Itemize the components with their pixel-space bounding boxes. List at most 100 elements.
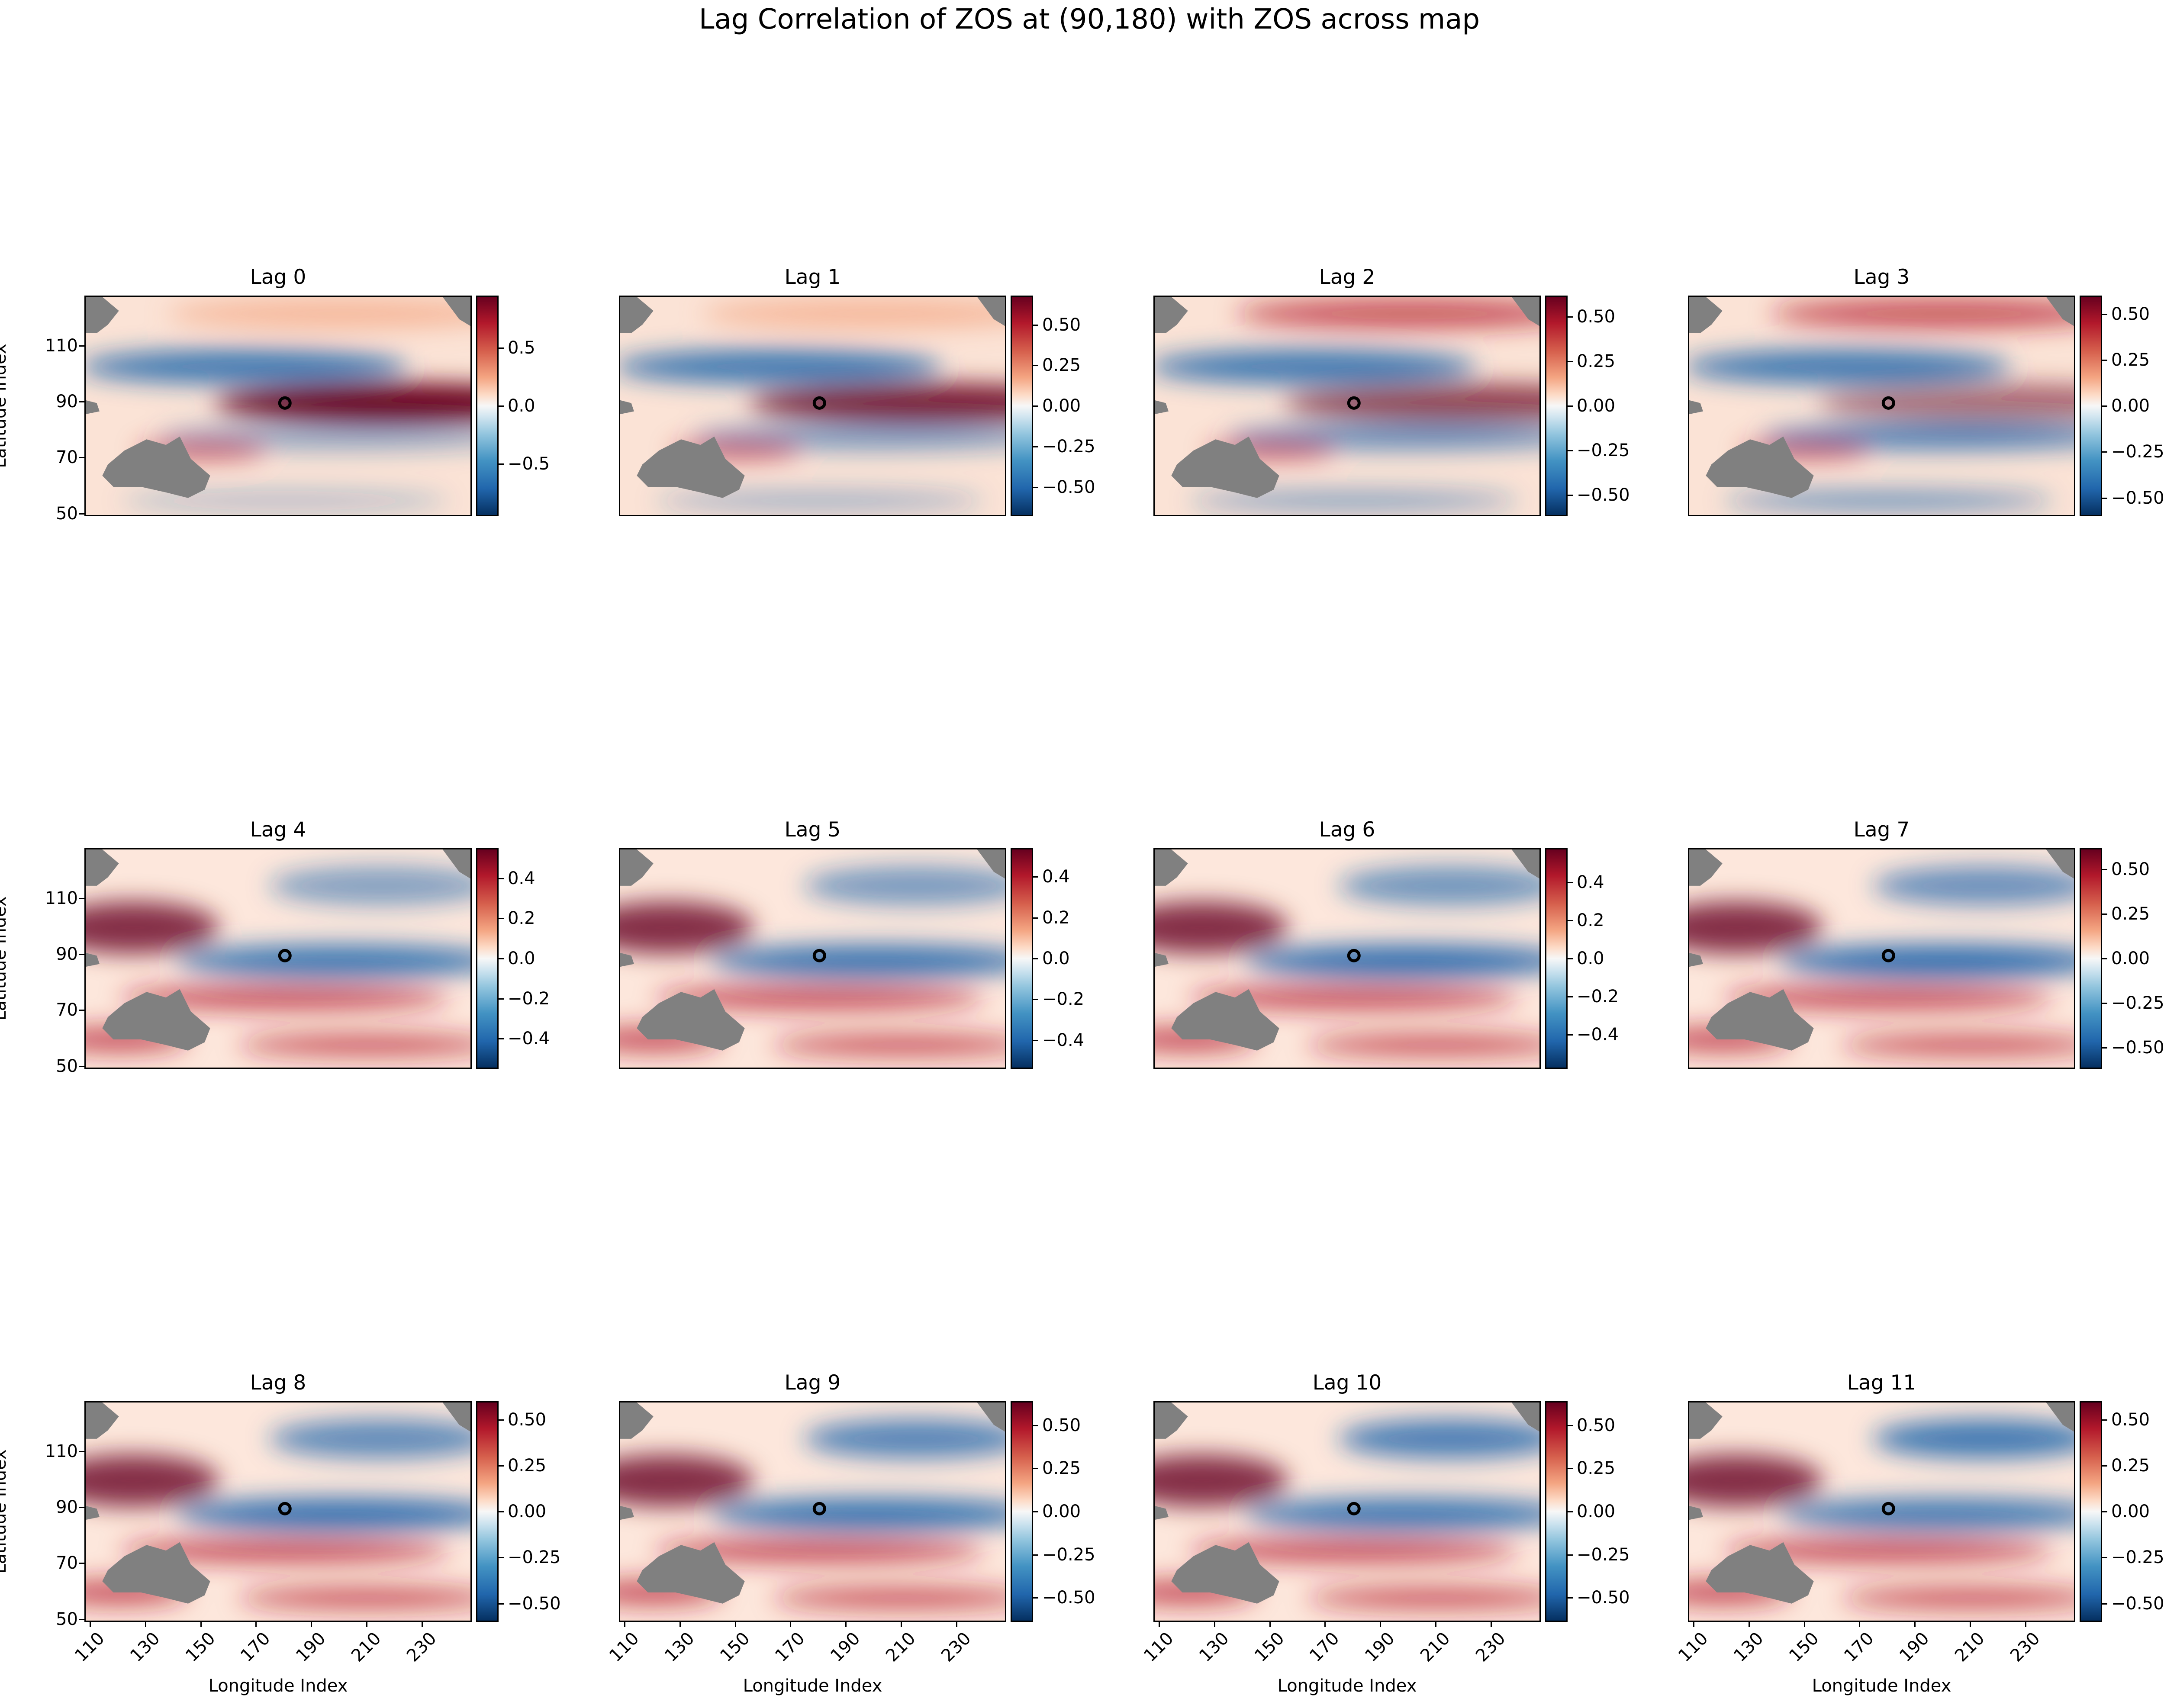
heatmap-field bbox=[1689, 1419, 2074, 1609]
equatorial-positive-tongue bbox=[214, 383, 470, 423]
equatorial-negative-band bbox=[1779, 945, 2074, 978]
colorbar-tick-text: −0.4 bbox=[1577, 1024, 1619, 1045]
colorbar-tick-label: 0.0 bbox=[498, 396, 586, 416]
southern-positive-band bbox=[1307, 1587, 1539, 1609]
islands-land bbox=[86, 952, 100, 967]
north-negative-region bbox=[1873, 1419, 2074, 1458]
map-panel: Lag 4 0.4 0.2 0.0 −0.2 −0.4 110 90 70 50 Latitude … bbox=[0, 818, 621, 1134]
x-tick-mark bbox=[1490, 1622, 1492, 1627]
panel-title: Lag 8 bbox=[250, 1371, 306, 1395]
islands-land bbox=[1689, 400, 1703, 415]
heatmap-svg bbox=[1155, 297, 1539, 515]
colorbar-tick-text: 0.25 bbox=[2111, 1455, 2150, 1476]
colorbar-tick-label: −0.25 bbox=[1567, 1546, 1655, 1563]
colorbar bbox=[476, 848, 499, 1069]
x-tick-label: 130 bbox=[660, 1628, 699, 1666]
south-negative-band bbox=[693, 423, 1005, 450]
america-land bbox=[2046, 297, 2074, 326]
x-tick-label: 170 bbox=[237, 1628, 274, 1666]
west-positive-region bbox=[1155, 901, 1288, 954]
correlation-heatmap bbox=[1153, 1401, 1541, 1622]
heatmap-field bbox=[1689, 298, 2074, 512]
colorbar-tick-text: −0.50 bbox=[1042, 1588, 1095, 1608]
america-land bbox=[442, 849, 470, 879]
colorbar-tick-text: −0.50 bbox=[1042, 477, 1095, 497]
heatmap-svg bbox=[620, 297, 1005, 515]
map-panel: Lag 7 0.50 0.25 0.00 −0.25 −0.50 bbox=[1688, 818, 2164, 1134]
heatmap-field bbox=[86, 1419, 470, 1609]
panel-title: Lag 10 bbox=[1312, 1371, 1382, 1395]
colorbar-tick-text: 0.4 bbox=[1577, 872, 1604, 893]
islands-land bbox=[620, 952, 634, 967]
equatorial-negative-band bbox=[1245, 1498, 1539, 1531]
heatmap-field bbox=[620, 1419, 1005, 1609]
x-tick-mark bbox=[1435, 1622, 1437, 1627]
y-tick-label: 70 bbox=[37, 1554, 84, 1572]
colorbar-tick-label: 0.25 bbox=[2101, 351, 2164, 369]
asia-land bbox=[1155, 297, 1188, 333]
islands-land bbox=[86, 400, 100, 415]
x-tick-label: 130 bbox=[1195, 1628, 1233, 1666]
australia-land bbox=[637, 436, 745, 498]
colorbar-tick-label: −0.50 bbox=[1567, 486, 1655, 504]
equatorial-positive-tongue bbox=[1283, 383, 1539, 423]
x-tick-mark bbox=[624, 1622, 625, 1627]
y-tick-label: 110 bbox=[37, 890, 84, 907]
panel-title: Lag 11 bbox=[1847, 1371, 1916, 1395]
correlation-heatmap bbox=[1688, 848, 2075, 1069]
colorbar bbox=[2080, 1401, 2102, 1622]
colorbar bbox=[1011, 848, 1033, 1069]
north-negative-region bbox=[804, 1419, 1005, 1458]
correlation-heatmap bbox=[619, 296, 1006, 516]
x-tick-label: 210 bbox=[1417, 1628, 1454, 1666]
australia-land bbox=[1171, 989, 1279, 1051]
correlation-heatmap bbox=[1153, 848, 1541, 1069]
heatmap-field bbox=[620, 866, 1005, 1056]
southern-positive-band bbox=[1842, 1034, 2074, 1056]
x-tick-label: 150 bbox=[716, 1628, 754, 1666]
correlation-heatmap bbox=[1688, 1401, 2075, 1622]
colorbar-tick-label: 0.0 bbox=[1567, 950, 1655, 967]
colorbar-tick-text: 0.0 bbox=[508, 949, 535, 968]
colorbar-tick-text: 0.4 bbox=[1042, 867, 1070, 887]
south-negative-band bbox=[1762, 423, 2074, 450]
map-panel: Lag 11 0.50 0.25 0.00 −0.25 −0.50 110 130 150 170… bbox=[1675, 1371, 2164, 1696]
islands-land bbox=[1155, 400, 1169, 415]
south-positive-band bbox=[1189, 1538, 1519, 1563]
x-tick-mark bbox=[1803, 1622, 1805, 1627]
west-positive-region bbox=[620, 901, 754, 954]
north-negative-region bbox=[1338, 1419, 1539, 1458]
colorbar-tick-label: −0.50 bbox=[2101, 1593, 2164, 1614]
x-tick-label: 230 bbox=[403, 1628, 441, 1666]
west-positive-region bbox=[1689, 901, 1823, 954]
colorbar bbox=[476, 1401, 499, 1622]
colorbar-tick-label: 0.50 bbox=[1032, 316, 1121, 334]
colorbar-tick-label: 0.25 bbox=[1032, 357, 1121, 374]
x-tick-label: 190 bbox=[1896, 1628, 1933, 1666]
heatmap-svg bbox=[86, 849, 470, 1068]
colorbar bbox=[1545, 848, 1568, 1069]
colorbar-tick-text: 0.2 bbox=[1042, 907, 1070, 928]
colorbar-tick-text: 0.25 bbox=[1577, 1458, 1616, 1479]
x-tick-mark bbox=[2025, 1622, 2026, 1627]
colorbar-tick-label: 0.00 bbox=[1032, 397, 1121, 415]
colorbar-tick-label: −0.25 bbox=[2101, 443, 2164, 460]
colorbar bbox=[1011, 1401, 1033, 1622]
colorbar-tick-label: −0.25 bbox=[498, 1549, 586, 1566]
colorbar-tick-text: 0.0 bbox=[508, 396, 535, 416]
colorbar-tick-text: 0.0 bbox=[1042, 949, 1070, 968]
map-panel: Lag 10 0.50 0.25 0.00 −0.25 −0.50 110 130 150 170… bbox=[1140, 1371, 1690, 1696]
colorbar-tick-label: 0.50 bbox=[2101, 861, 2164, 878]
south-positive-band bbox=[120, 1538, 450, 1563]
y-tick-label: 90 bbox=[37, 393, 84, 410]
south-positive-band bbox=[120, 985, 450, 1010]
x-tick-label: 110 bbox=[71, 1628, 109, 1666]
correlation-heatmap bbox=[619, 848, 1006, 1069]
colorbar-tick-label: −0.25 bbox=[1032, 1546, 1121, 1563]
colorbar-tick-text: 0.50 bbox=[1577, 307, 1616, 327]
colorbar-tick-label: −0.50 bbox=[498, 1595, 586, 1612]
x-tick-mark bbox=[956, 1622, 957, 1627]
x-tick-mark bbox=[1380, 1622, 1381, 1627]
colorbar-tick-text: 0.00 bbox=[1042, 1502, 1081, 1521]
colorbar-tick-text: −0.50 bbox=[2111, 1593, 2164, 1614]
